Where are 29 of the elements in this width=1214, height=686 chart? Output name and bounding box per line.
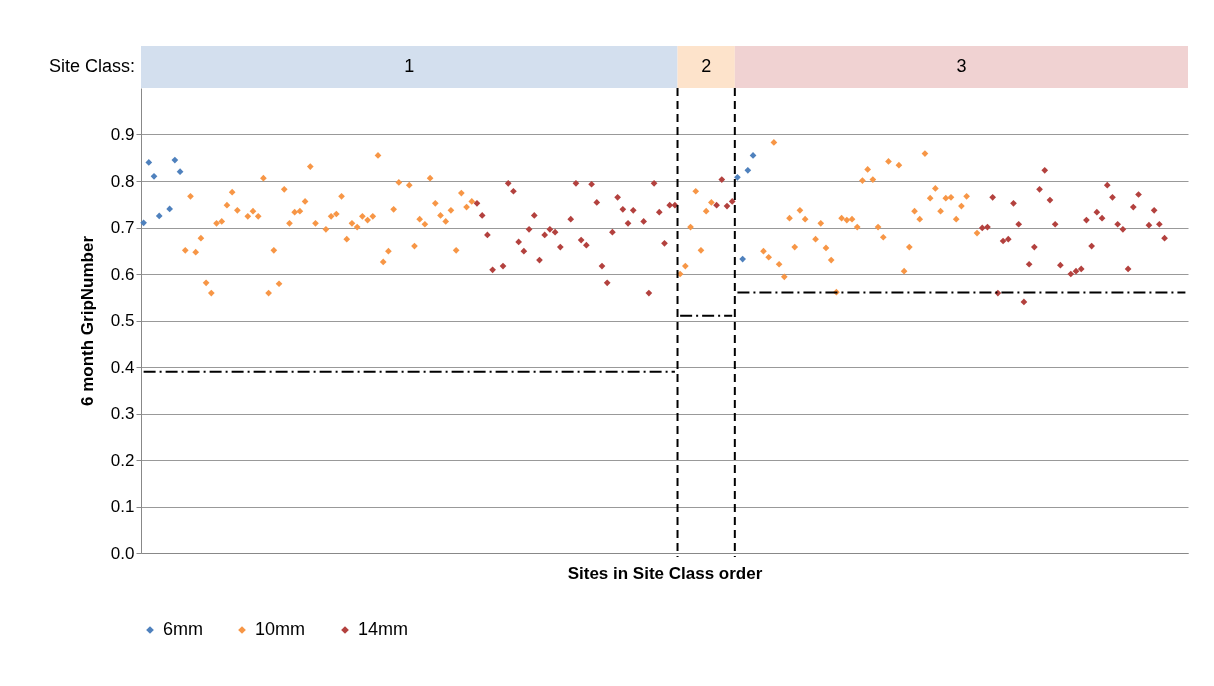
y-tick-label: 0.9 bbox=[110, 125, 135, 144]
point bbox=[166, 205, 173, 213]
text: 2 bbox=[701, 56, 712, 76]
y-tick-label: 0.6 bbox=[110, 264, 135, 284]
point bbox=[150, 173, 158, 180]
point bbox=[155, 212, 163, 220]
y-tick-label: 0.8 bbox=[110, 171, 135, 191]
y-tick-label: 0.5 bbox=[110, 311, 135, 330]
x-axis-title: Sites in Site Class order bbox=[567, 563, 763, 583]
text: 1 bbox=[404, 56, 415, 76]
y-tick-label: 0.3 bbox=[110, 404, 135, 423]
point bbox=[140, 219, 147, 227]
text: 3 bbox=[956, 56, 967, 76]
y-tick-label: 0.4 bbox=[110, 357, 135, 377]
point bbox=[171, 156, 179, 164]
point bbox=[176, 168, 184, 176]
point bbox=[744, 166, 752, 174]
y-tick-label: 0.1 bbox=[110, 497, 135, 516]
y-axis-title: 6 month GripNumber bbox=[77, 235, 97, 407]
y-tick-label: 0.7 bbox=[110, 218, 135, 237]
point bbox=[734, 173, 741, 181]
text: Site Class: bbox=[48, 56, 135, 76]
legend-label: 14mm bbox=[358, 619, 409, 639]
point bbox=[739, 255, 746, 263]
legend-label: 6mm bbox=[163, 619, 203, 639]
legend-label: 10mm bbox=[255, 619, 306, 639]
y-tick-label: 0.2 bbox=[110, 450, 135, 470]
point bbox=[145, 159, 153, 166]
y-tick-label: 0.0 bbox=[110, 543, 135, 563]
